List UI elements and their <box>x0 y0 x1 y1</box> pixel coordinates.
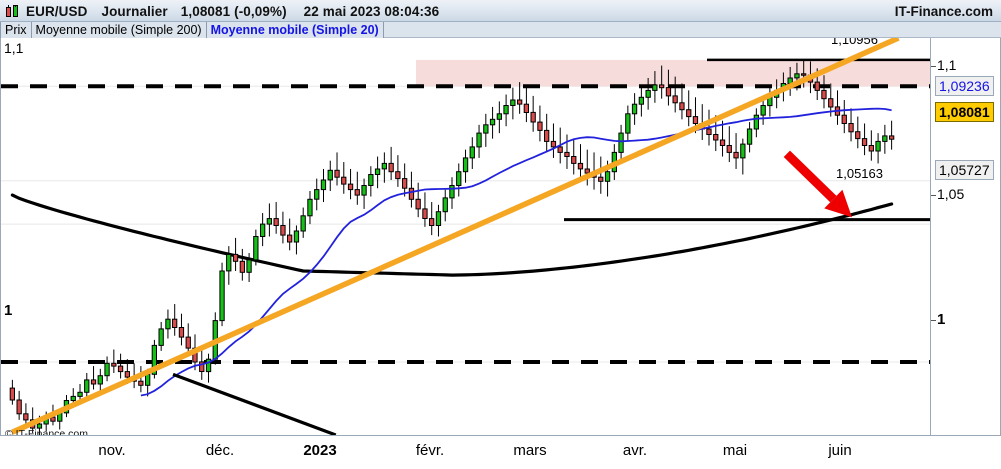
price-tick-0: 1,1 <box>931 57 956 73</box>
watermark-label: © IT-Finance.com <box>5 428 89 436</box>
window-titlebar: EUR/USD Journalier 1,08081 (-0,09%) 22 m… <box>0 0 1001 22</box>
ma200-value-box: 1,05727 <box>935 160 994 180</box>
indicator-legend-bar: Prix Moyenne mobile (Simple 200) Moyenne… <box>0 21 1001 38</box>
legend-item-ma200[interactable]: Moyenne mobile (Simple 200) <box>31 21 207 38</box>
resistance-high-label: 1,10956 <box>831 38 878 47</box>
price-change-label: 1,08081 (-0,09%) <box>180 3 287 19</box>
price-tick-2: 1 <box>931 311 945 328</box>
tick-mark-icon <box>931 65 936 67</box>
time-axis-label-2: 2023 <box>303 442 337 459</box>
support-level-label: 1,05163 <box>836 166 883 181</box>
time-axis-label-0: nov. <box>98 442 126 459</box>
tick-mark-icon <box>931 319 936 321</box>
time-axis: nov. déc. 2023 févr. mars avr. mai juin <box>0 436 1001 469</box>
time-axis-label-6: mai <box>722 442 748 459</box>
candlestick-icon <box>6 4 20 19</box>
timeframe-label[interactable]: Journalier <box>101 3 168 19</box>
ma20-value-box: 1,09236 <box>935 76 994 96</box>
time-axis-label-4: mars <box>513 442 547 459</box>
chart-canvas <box>1 38 930 435</box>
time-axis-label-1: déc. <box>205 442 235 459</box>
time-axis-label-3: févr. <box>415 442 445 459</box>
price-tick-1: 1,05 <box>931 186 964 202</box>
time-axis-label-5: avr. <box>622 442 648 459</box>
price-tick-label: 1,1 <box>937 57 957 73</box>
instrument-symbol[interactable]: EUR/USD <box>26 3 88 19</box>
price-tick-label: 1,05 <box>937 186 965 202</box>
legend-item-price[interactable]: Prix <box>0 21 32 38</box>
level-label-1: 1 <box>4 302 13 319</box>
legend-item-ma20[interactable]: Moyenne mobile (Simple 20) <box>206 21 384 38</box>
quote-datetime: 22 mai 2023 08:04:36 <box>303 3 440 19</box>
price-tick-label: 1 <box>937 311 946 328</box>
tick-mark-icon <box>931 194 936 196</box>
brand-label: IT-Finance.com <box>894 3 993 19</box>
last-price-box: 1,08081 <box>935 102 994 122</box>
price-axis[interactable]: 1,1 1,05 1 1,09236 1,08081 1,05727 <box>931 38 1001 436</box>
chart-plot-area[interactable]: 1,1 1 1,10956 1,05163 © IT-Finance.com <box>0 38 931 436</box>
time-axis-label-7: juin <box>828 442 852 459</box>
level-label-11: 1,1 <box>4 40 24 56</box>
